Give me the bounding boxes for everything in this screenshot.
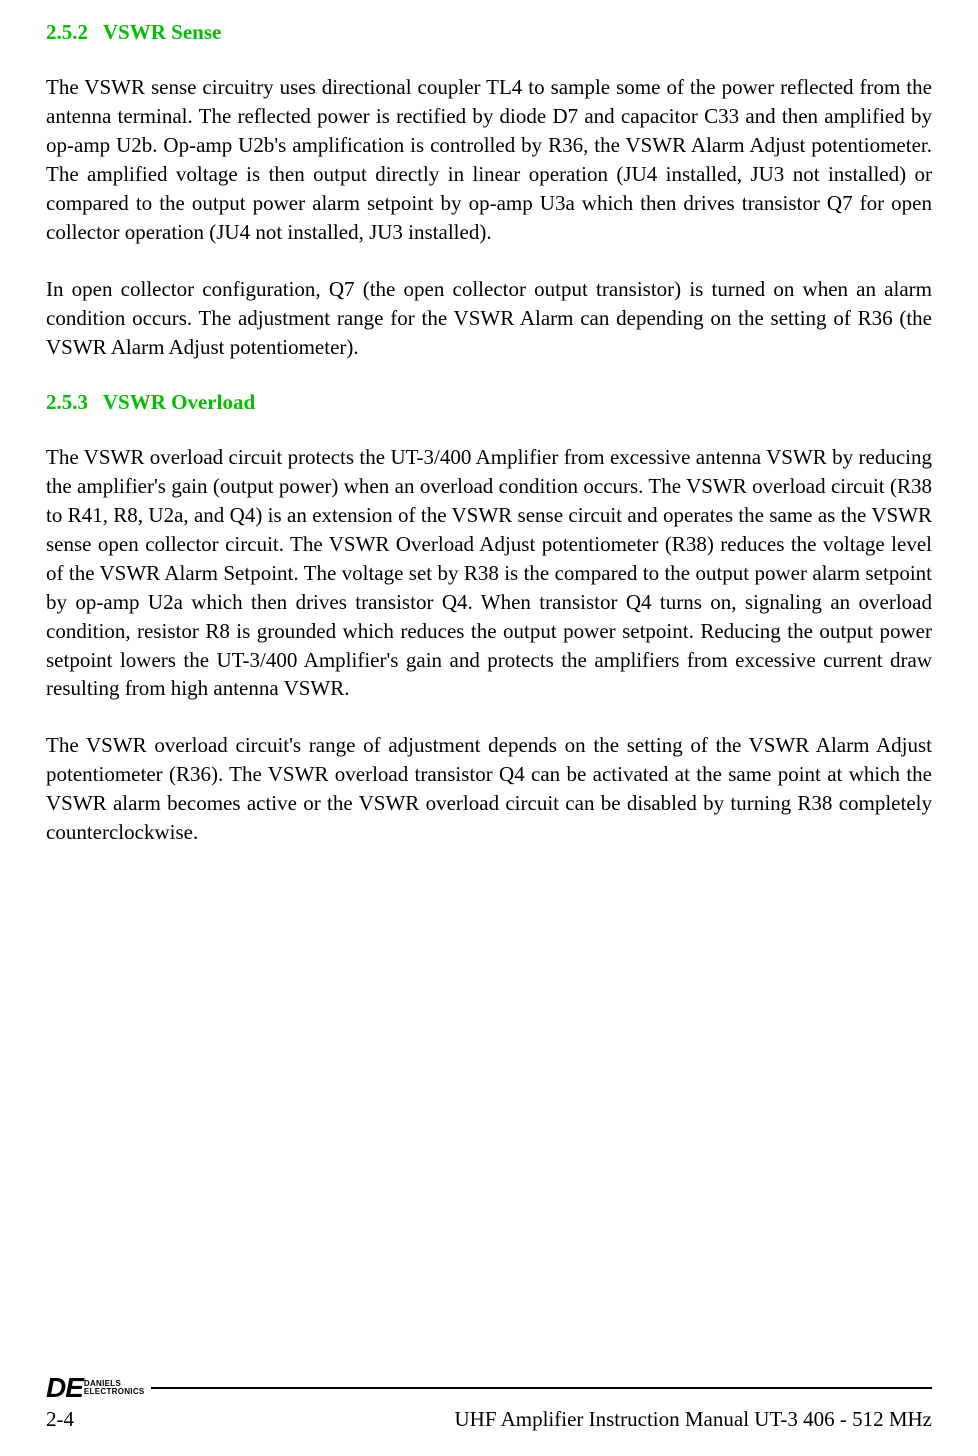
footer-rule [151, 1387, 932, 1389]
footer-logo-sub: DANIELS ELECTRONICS [84, 1380, 145, 1396]
section-title-1: VSWR Sense [103, 20, 221, 44]
section-heading-2: 2.5.3 VSWR Overload [46, 390, 932, 415]
para-s2-1: The VSWR overload circuit protects the U… [46, 443, 932, 704]
doc-title: UHF Amplifier Instruction Manual UT-3 40… [454, 1407, 932, 1432]
footer-logo: DE DANIELS ELECTRONICS [46, 1377, 145, 1399]
page-number: 2-4 [46, 1407, 74, 1432]
footer-text-row: 2-4 UHF Amplifier Instruction Manual UT-… [46, 1407, 932, 1432]
section-number-2: 2.5.3 [46, 390, 88, 415]
footer-logo-line2: ELECTRONICS [84, 1387, 145, 1396]
para-s1-1: The VSWR sense circuitry uses directiona… [46, 73, 932, 247]
para-s2-2: The VSWR overload circuit's range of adj… [46, 731, 932, 847]
para-s1-2: In open collector configuration, Q7 (the… [46, 275, 932, 362]
footer-rule-row: DE DANIELS ELECTRONICS [46, 1377, 932, 1399]
page-footer: DE DANIELS ELECTRONICS 2-4 UHF Amplifier… [46, 1377, 932, 1432]
section-number-1: 2.5.2 [46, 20, 88, 45]
footer-logo-de: DE [46, 1377, 83, 1399]
section-heading-1: 2.5.2 VSWR Sense [46, 20, 932, 45]
section-title-2: VSWR Overload [103, 390, 255, 414]
